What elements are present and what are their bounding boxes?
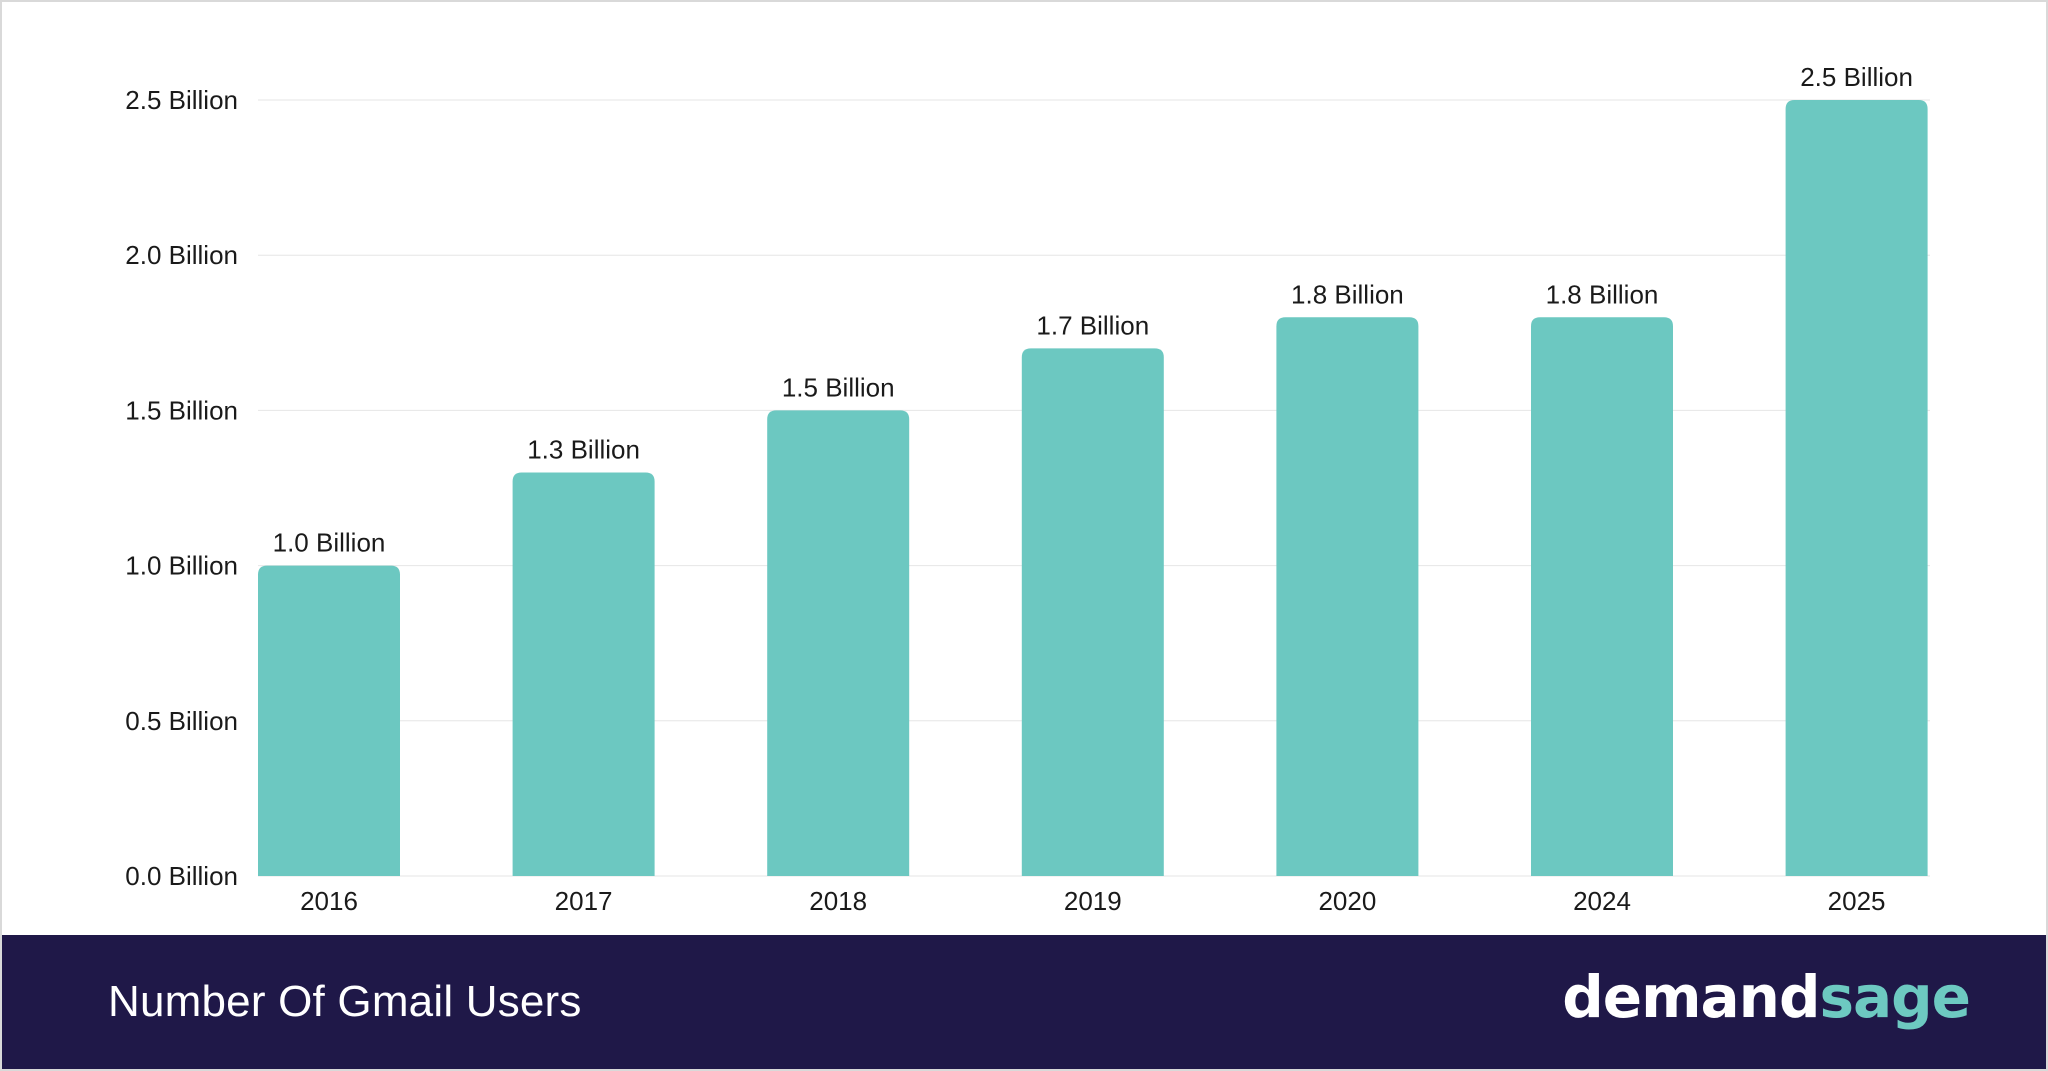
- bar-chart: 0.0 Billion 0.5 Billion 1.0 Billion 1.5 Bil…: [125, 62, 1930, 916]
- bar-2016: [258, 565, 400, 876]
- y-tick-label: 1.0 Billion: [125, 551, 238, 581]
- y-tick-label: 0.0 Billion: [125, 861, 238, 891]
- footer-banner: Number Of Gmail Users demandsage: [2, 935, 2046, 1069]
- bar-2018: [767, 410, 910, 876]
- data-label: 1.8 Billion: [1291, 279, 1404, 309]
- data-label: 1.7 Billion: [1036, 310, 1149, 340]
- bar-2019: [1021, 348, 1164, 876]
- x-tick-label: 2017: [555, 886, 613, 916]
- y-tick-label: 2.5 Billion: [125, 85, 238, 115]
- x-tick-label: 2016: [300, 886, 358, 916]
- bar-2024: [1531, 317, 1673, 876]
- x-tick-label: 2020: [1318, 886, 1376, 916]
- bar-2025: [1785, 100, 1928, 876]
- data-label: 1.8 Billion: [1546, 279, 1659, 309]
- brand-logo: demandsage: [1562, 963, 1971, 1031]
- data-label: 2.5 Billion: [1800, 62, 1913, 92]
- chart-title: Number Of Gmail Users: [108, 977, 582, 1026]
- brand-logo-part-a: demand: [1562, 963, 1820, 1031]
- x-tick-label: 2024: [1573, 886, 1631, 916]
- chart-area: 0.0 Billion 0.5 Billion 1.0 Billion 1.5 Bil…: [2, 2, 2046, 935]
- x-tick-label: 2019: [1064, 886, 1122, 916]
- bar-2017: [512, 472, 655, 876]
- y-tick-label: 0.5 Billion: [125, 706, 238, 736]
- data-label: 1.5 Billion: [782, 372, 895, 402]
- bar-2020: [1276, 317, 1419, 876]
- x-tick-label: 2018: [809, 886, 867, 916]
- brand-logo-part-b: sage: [1819, 963, 1971, 1031]
- y-tick-label: 1.5 Billion: [125, 395, 238, 425]
- data-label: 1.3 Billion: [527, 434, 640, 464]
- x-tick-label: 2025: [1828, 886, 1886, 916]
- data-label: 1.0 Billion: [273, 528, 386, 558]
- y-tick-label: 2.0 Billion: [125, 240, 238, 270]
